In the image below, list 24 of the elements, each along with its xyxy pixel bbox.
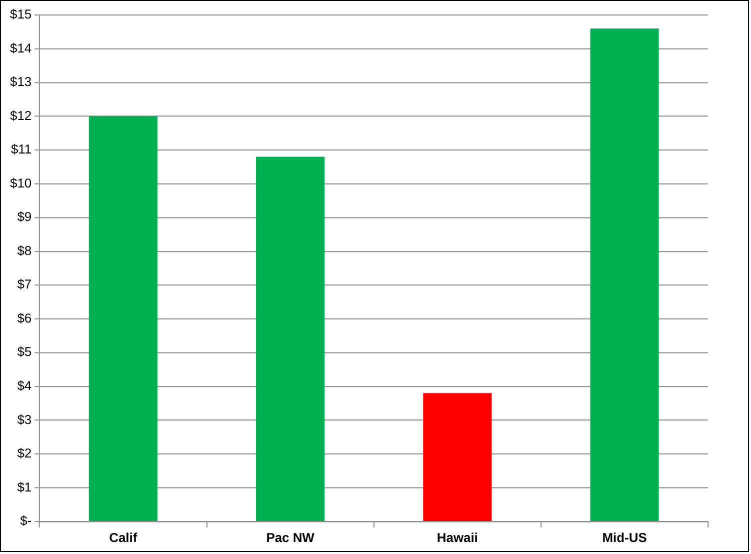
y-tick-label: $14 — [10, 40, 32, 56]
x-tick-label: Hawaii — [436, 530, 478, 545]
y-tick-label: $7 — [17, 276, 32, 292]
y-tick-label: $11 — [10, 142, 32, 157]
y-tick-label: $4 — [17, 378, 32, 393]
y-tick-label: $- — [20, 513, 32, 528]
y-tick-label: $13 — [10, 74, 32, 90]
x-tick-label: Calif — [109, 530, 138, 545]
y-tick-label: $3 — [17, 412, 32, 427]
y-tick-label: $2 — [17, 446, 32, 461]
y-tick-label: $1 — [17, 479, 32, 494]
bar — [88, 116, 158, 522]
x-tick-label: Mid-US — [602, 530, 648, 545]
y-tick-label: $8 — [17, 242, 32, 258]
y-tick-label: $10 — [10, 175, 32, 190]
y-tick-label: $12 — [10, 108, 32, 123]
y-tick-label: $5 — [17, 344, 32, 360]
y-tick-label: $9 — [17, 209, 32, 224]
y-tick-label: $15 — [10, 6, 32, 22]
bar — [423, 393, 492, 522]
bar — [590, 28, 659, 522]
y-tick-label: $6 — [17, 310, 32, 326]
x-tick-label: Pac NW — [266, 530, 316, 545]
bar — [256, 156, 325, 522]
